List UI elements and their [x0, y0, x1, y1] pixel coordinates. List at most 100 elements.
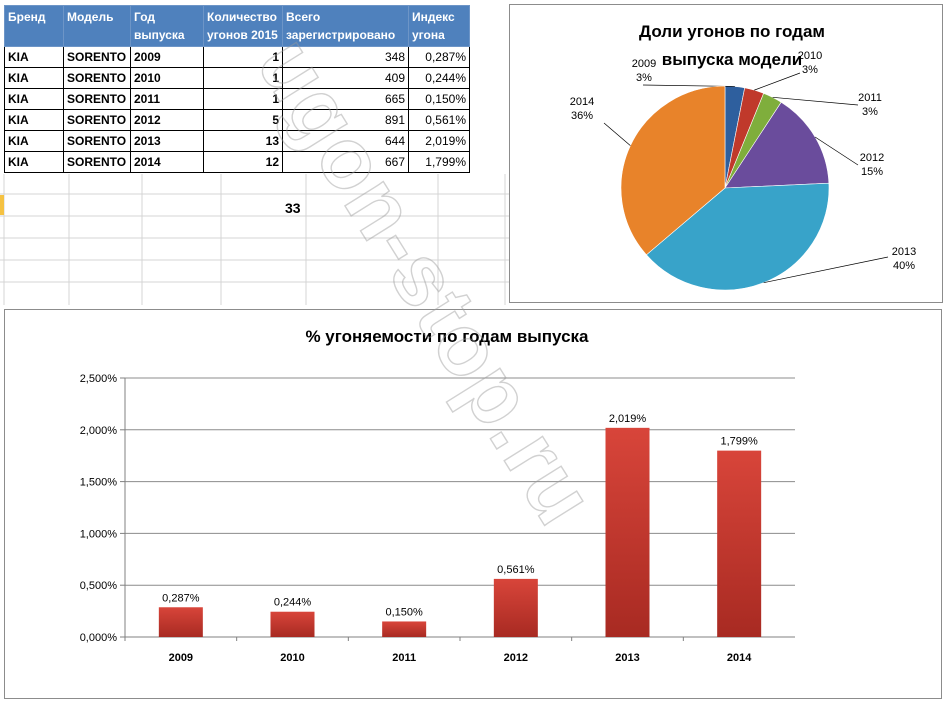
- pie-leader-2012: [814, 136, 859, 166]
- x-tick-label-2011: 2011: [392, 652, 416, 664]
- cell-year[interactable]: 2011: [130, 88, 204, 110]
- bar-chart-frame[interactable]: % угоняемости по годам выпуска 0,000% 0,50…: [4, 309, 942, 699]
- cell-index[interactable]: 2,019%: [408, 130, 470, 152]
- cell-index[interactable]: 0,244%: [408, 67, 470, 89]
- header-brand[interactable]: Бренд: [4, 5, 64, 47]
- cell-thefts[interactable]: 1: [203, 67, 283, 89]
- cell-thefts[interactable]: 1: [203, 88, 283, 110]
- cell-brand[interactable]: KIA: [4, 130, 64, 152]
- cell-registered[interactable]: 665: [282, 88, 409, 110]
- pie-label-year-2012: 2012: [860, 152, 884, 164]
- x-tick-label-2009: 2009: [169, 652, 193, 664]
- bar-2014[interactable]: [717, 450, 762, 637]
- cell-year[interactable]: 2014: [130, 151, 204, 173]
- data-table: Бренд Модель Год выпуска Количество угон…: [4, 5, 470, 173]
- pie-label-year-2010: 2010: [798, 50, 822, 62]
- cell-model[interactable]: SORENTO: [63, 109, 131, 131]
- cell-year[interactable]: 2009: [130, 46, 204, 68]
- pie-slice-2013[interactable]: [645, 182, 830, 291]
- pie-leader-2011: [772, 96, 859, 106]
- table-row: KIA SORENTO 2011 1 665 0,150%: [4, 88, 470, 110]
- pie-label-pct-2011: 3%: [862, 106, 878, 118]
- y-tick-label: 1,000%: [80, 528, 118, 540]
- bar-2011[interactable]: [382, 621, 427, 637]
- header-model[interactable]: Модель: [63, 5, 131, 47]
- cell-thefts[interactable]: 1: [203, 46, 283, 68]
- bar-2009[interactable]: [158, 607, 203, 637]
- x-tick-label-2010: 2010: [280, 652, 304, 664]
- cell-brand[interactable]: KIA: [4, 151, 64, 173]
- cell-registered[interactable]: 409: [282, 67, 409, 89]
- header-thefts[interactable]: Количество угонов 2015: [203, 5, 283, 47]
- pie-chart-frame[interactable]: Доли угонов по годам выпуска модели 2009 3%…: [509, 4, 943, 303]
- bar-chart: % угоняемости по годам выпуска 0,000% 0,50…: [80, 327, 795, 664]
- header-year[interactable]: Год выпуска: [130, 5, 204, 47]
- bar-data-label-2014: 1,799%: [721, 436, 759, 448]
- pie-leader-2013: [763, 256, 889, 284]
- cell-registered[interactable]: 891: [282, 109, 409, 131]
- cell-model[interactable]: SORENTO: [63, 46, 131, 68]
- pie-label-pct-2012: 15%: [861, 166, 883, 178]
- bar-data-label-2010: 0,244%: [274, 597, 312, 609]
- pie-leader-2010: [754, 72, 801, 91]
- cell-year[interactable]: 2012: [130, 109, 204, 131]
- cell-model[interactable]: SORENTO: [63, 88, 131, 110]
- y-tick-label: 2,000%: [80, 425, 118, 437]
- bar-2010[interactable]: [270, 611, 315, 637]
- x-tick-label-2013: 2013: [615, 652, 639, 664]
- cell-model[interactable]: SORENTO: [63, 130, 131, 152]
- y-tick-label: 0,000%: [80, 632, 118, 644]
- y-tick-label: 1,500%: [80, 477, 118, 489]
- row-selection-marker: [0, 195, 4, 215]
- header-index[interactable]: Индекс угона: [408, 5, 470, 47]
- table-row: KIA SORENTO 2009 1 348 0,287%: [4, 46, 470, 68]
- cell-thefts[interactable]: 13: [203, 130, 283, 152]
- cell-brand[interactable]: KIA: [4, 46, 64, 68]
- cell-model[interactable]: SORENTO: [63, 151, 131, 173]
- cell-registered[interactable]: 667: [282, 151, 409, 173]
- bar-data-label-2011: 0,150%: [386, 606, 424, 618]
- cell-index[interactable]: 0,287%: [408, 46, 470, 68]
- pie-label-year-2013: 2013: [892, 246, 916, 258]
- pie-label-pct-2010: 3%: [802, 64, 818, 76]
- pie-label-pct-2013: 40%: [893, 260, 915, 272]
- thefts-total[interactable]: 33: [285, 200, 301, 216]
- pie-chart-title: Доли угонов по годам: [639, 22, 825, 41]
- pie-label-year-2009: 2009: [632, 58, 656, 70]
- sheet-gridlines: [0, 174, 509, 305]
- table-row: KIA SORENTO 2010 1 409 0,244%: [4, 67, 470, 89]
- y-tick-label: 0,500%: [80, 580, 118, 592]
- cell-index[interactable]: 0,150%: [408, 88, 470, 110]
- pie-leader-2014: [603, 122, 631, 146]
- bar-data-label-2009: 0,287%: [162, 592, 200, 604]
- pie-chart-title-line2: выпуска модели: [662, 50, 802, 69]
- cell-index[interactable]: 0,561%: [408, 109, 470, 131]
- cell-brand[interactable]: KIA: [4, 88, 64, 110]
- pie-label-pct-2014: 36%: [571, 110, 593, 122]
- cell-index[interactable]: 1,799%: [408, 151, 470, 173]
- header-registered[interactable]: Всего зарегистрировано: [282, 5, 409, 47]
- bar-2012[interactable]: [493, 578, 538, 637]
- pie-label-pct-2009: 3%: [636, 72, 652, 84]
- y-tick-label: 2,500%: [80, 373, 118, 385]
- table-header-row: Бренд Модель Год выпуска Количество угон…: [4, 5, 470, 47]
- cell-year[interactable]: 2010: [130, 67, 204, 89]
- bar-data-label-2012: 0,561%: [497, 564, 535, 576]
- cell-registered[interactable]: 644: [282, 130, 409, 152]
- cell-year[interactable]: 2013: [130, 130, 204, 152]
- cell-thefts[interactable]: 12: [203, 151, 283, 173]
- cell-brand[interactable]: KIA: [4, 109, 64, 131]
- cell-thefts[interactable]: 5: [203, 109, 283, 131]
- cell-brand[interactable]: KIA: [4, 67, 64, 89]
- cell-model[interactable]: SORENTO: [63, 67, 131, 89]
- bar-2013[interactable]: [605, 427, 650, 637]
- bar-chart-title: % угоняемости по годам выпуска: [305, 327, 589, 346]
- pie-label-year-2014: 2014: [570, 96, 594, 108]
- x-tick-label-2012: 2012: [504, 652, 528, 664]
- cell-registered[interactable]: 348: [282, 46, 409, 68]
- pie-label-year-2011: 2011: [858, 92, 882, 104]
- table-row: KIA SORENTO 2012 5 891 0,561%: [4, 109, 470, 131]
- x-tick-label-2014: 2014: [727, 652, 752, 664]
- table-row: KIA SORENTO 2014 12 667 1,799%: [4, 151, 470, 173]
